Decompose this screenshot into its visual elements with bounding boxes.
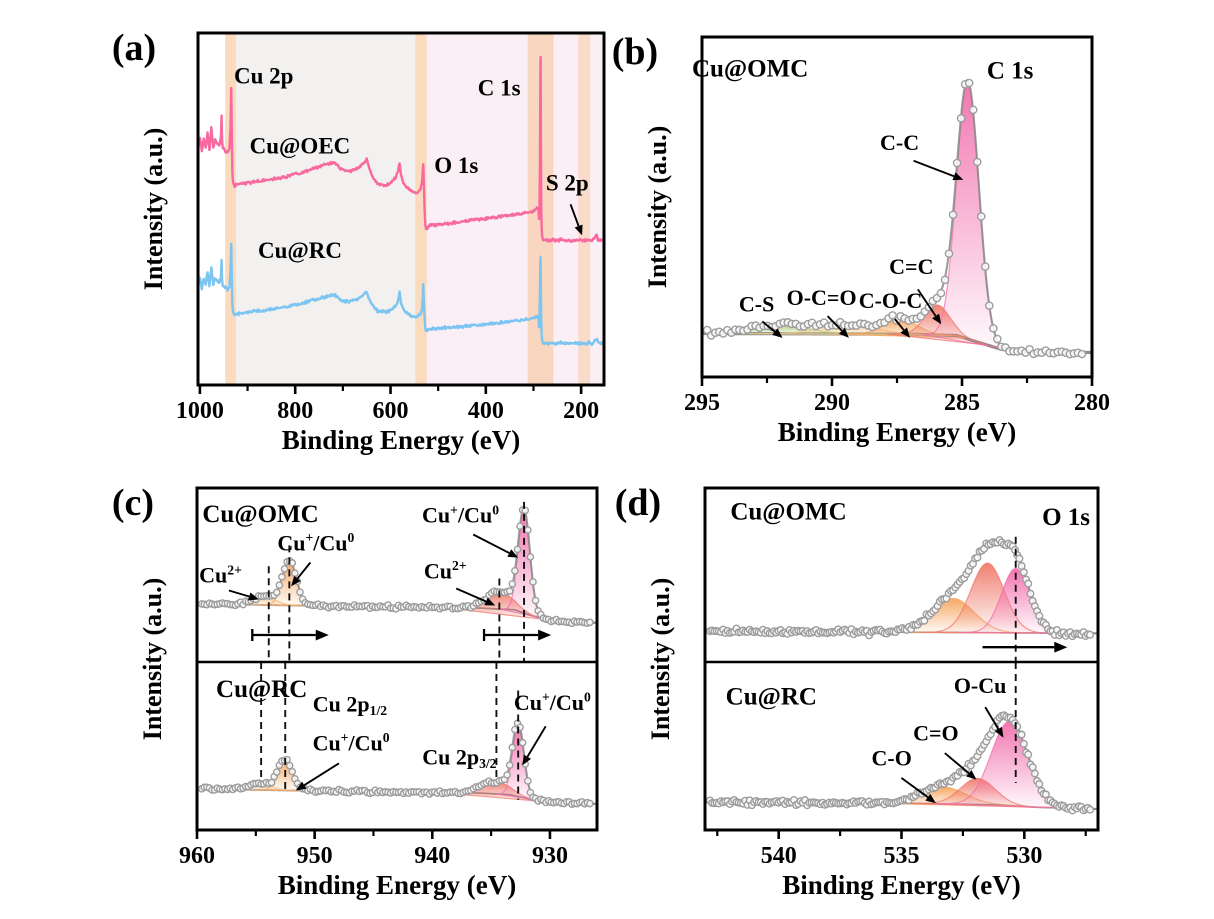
panel-tag: (b) (612, 31, 658, 73)
tick-label: 290 (814, 390, 850, 416)
sample-label: Cu@RC (216, 676, 307, 703)
tick-label: 940 (414, 843, 450, 869)
annotation-o-c-o: O-C=O (787, 285, 857, 310)
region-label: C 1s (987, 57, 1034, 84)
tick-label: 400 (468, 398, 504, 424)
sample-label: Cu@OMC (202, 501, 318, 528)
y-axis-title: Intensity (a.u.) (139, 128, 168, 291)
x-axis-title: Binding Energy (eV) (782, 870, 1021, 900)
annotation-arrow (522, 725, 547, 766)
region-label: O 1s (1042, 504, 1090, 531)
annotation-arrow (761, 320, 783, 338)
x-axis-ticks: 1000 800 600 400 200 (176, 385, 599, 424)
annotation-c-c: C-C (880, 130, 919, 155)
tick-label: 1000 (176, 398, 224, 424)
trace-cu-oec (196, 55, 605, 244)
annotation-c-o-c: C-O-C (859, 288, 923, 313)
annotation-c-1s: C 1s (478, 76, 521, 101)
annotation-arrow (295, 762, 340, 791)
annotation-cu-rc: Cu@RC (258, 238, 342, 264)
subpanel-top: Cu@OMC C 1s C-C C=C C-O-CO-C=O C-S (692, 56, 1092, 359)
tick-label: 530 (1006, 843, 1042, 869)
annotation-cu-cu-0: Cu+/Cu0 (277, 530, 354, 555)
tick-label: 540 (761, 843, 797, 869)
sample-label: Cu@RC (726, 684, 817, 711)
y-axis-title: Intensity (a.u.) (643, 126, 672, 289)
annotation-arrow (944, 752, 977, 780)
subpanel-top: Cu@OMC O 1s (704, 499, 1099, 662)
tick-label: 200 (563, 398, 599, 424)
annotation-cu-2p: Cu 2p (234, 63, 293, 88)
annotation-arrow (472, 533, 519, 558)
annotation-cu-cu-0: Cu+/Cu0 (313, 730, 390, 755)
y-axis-title: Intensity (a.u.) (646, 578, 675, 741)
panel-tag: (c) (112, 482, 154, 524)
tick-label: 285 (944, 390, 980, 416)
x-axis-ticks: 295 290 285 280 (684, 377, 1110, 416)
sample-label: Cu@OMC (692, 56, 808, 83)
shift-arrow (484, 629, 552, 641)
panel-tag: (a) (112, 27, 156, 69)
annotation-arrow (455, 587, 496, 606)
annotation-c-s: C-S (739, 292, 774, 317)
annotation-arrow (291, 561, 312, 587)
annotation-cu-2: Cu2+ (199, 562, 242, 587)
tick-label: 950 (297, 843, 333, 869)
plot-frame (196, 31, 606, 387)
tick-label: 280 (1074, 390, 1110, 416)
annotation-arrow (894, 318, 910, 338)
x-axis-ticks: 540 535 530 (716, 830, 1087, 869)
x-axis-title: Binding Energy (eV) (778, 417, 1017, 447)
tick-label: 535 (884, 843, 920, 869)
scatter-markers (705, 711, 1095, 815)
panel-a-figure: Cu 2p Cu@OEC O 1s C 1s S 2p Cu@RC 1000 800 600 40… (112, 27, 606, 455)
annotation-c-o: C-O (872, 745, 912, 770)
annotation-arrow (917, 288, 942, 325)
annotation-c-o: C=O (913, 720, 959, 745)
subpanel-top: Cu@OMC Cu2+ Cu+/Cu0 Cu2+ Cu+/Cu0 (196, 501, 597, 662)
y-axis-title: Intensity (a.u.) (138, 578, 167, 741)
trace-cu-rc (196, 242, 605, 347)
annotation-arrow (228, 589, 259, 601)
x-axis-title: Binding Energy (eV) (282, 425, 521, 455)
scatter-markers (197, 719, 594, 809)
annotation-c-c: C=C (889, 254, 933, 279)
subpanel-top: Cu 2p Cu@OEC O 1s C 1s S 2p Cu@RC (234, 63, 589, 264)
tick-label: 930 (532, 843, 568, 869)
x-axis-ticks: 960 950 940 930 (179, 830, 568, 869)
annotation-arrow (900, 777, 936, 804)
tick-label: 960 (179, 843, 215, 869)
shift-arrow (252, 629, 329, 641)
annotation-arrow (984, 706, 1004, 738)
tick-label: 295 (684, 390, 720, 416)
annotation-cu-cu-0: Cu+/Cu0 (514, 690, 591, 715)
panel-tag: (d) (615, 482, 661, 524)
annotation-cu-oec: Cu@OEC (250, 134, 351, 160)
panel-d-figure: Cu@OMC O 1s Cu@RC O-Cu C=OC-O 540 535 530Bindin… (615, 482, 1100, 900)
annotation-cu-cu-0: Cu+/Cu0 (422, 502, 499, 527)
annotation-o-cu: O-Cu (954, 673, 1007, 698)
plot-frame (195, 486, 599, 832)
annotation-o-1s: O 1s (434, 153, 478, 178)
annotation-cu-2: Cu2+ (424, 558, 467, 583)
panel-b-figure: Cu@OMC C 1s C-C C=C C-O-CO-C=O C-S 295 290 285 28… (612, 31, 1110, 447)
annotation-arrow (913, 159, 964, 181)
annotation-arrow (569, 204, 583, 236)
sample-label: Cu@OMC (730, 499, 846, 526)
annotation-s-2p: S 2p (546, 171, 589, 196)
annotation-cu-2p-1-2: Cu 2p1/2 (313, 692, 387, 719)
subpanel-bottom: Cu@RC O-Cu C=OC-O (704, 662, 1099, 815)
shift-arrow (982, 641, 1068, 653)
scatter-markers (197, 506, 594, 628)
tick-label: 800 (277, 398, 313, 424)
tick-label: 600 (373, 398, 409, 424)
annotation-cu-2p-3-2: Cu 2p3/2 (422, 745, 496, 772)
annotation-arrow (826, 315, 849, 338)
scatter-markers (705, 536, 1095, 641)
x-axis-title: Binding Energy (eV) (278, 870, 517, 900)
